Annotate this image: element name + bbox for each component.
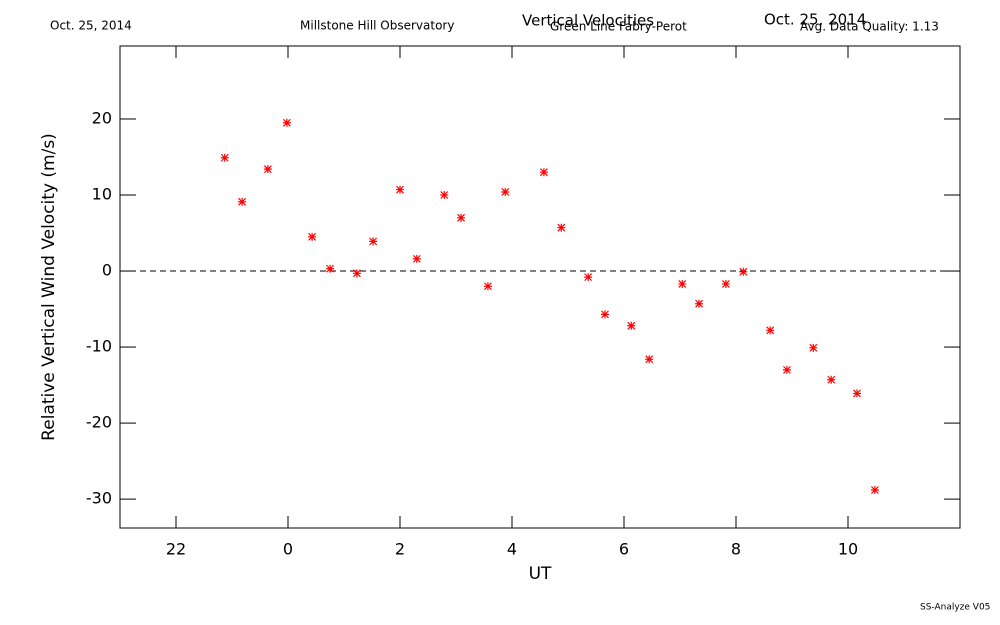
- y-axis-label: Relative Vertical Wind Velocity (m/s): [39, 133, 59, 441]
- point: [263, 165, 272, 174]
- point: [483, 282, 492, 291]
- y-tick-label: -20: [86, 413, 112, 432]
- point: [584, 273, 593, 282]
- point: [645, 355, 654, 364]
- point: [627, 321, 636, 330]
- observatory: Millstone Hill Observatory: [300, 19, 454, 33]
- y-tick-label: -30: [86, 489, 112, 508]
- point: [557, 223, 566, 232]
- data-quality: Avg. Data Quality: 1.13: [800, 20, 939, 34]
- chart-title: Vertical Velocities: [522, 12, 654, 30]
- point: [739, 267, 748, 276]
- x-tick-label: 2: [395, 540, 405, 559]
- x-tick-label: 22: [166, 540, 186, 559]
- header-date: Oct. 25, 2014: [764, 11, 866, 29]
- x-tick-label: 8: [731, 540, 741, 559]
- point: [852, 389, 861, 398]
- header-date-left: Oct. 25, 2014: [50, 19, 132, 33]
- point: [600, 310, 609, 319]
- point: [457, 213, 466, 222]
- point: [870, 485, 879, 494]
- x-tick-label: 6: [619, 540, 629, 559]
- point: [369, 237, 378, 246]
- point: [827, 375, 836, 384]
- plot-frame: [119, 45, 961, 529]
- x-tick-label: 0: [283, 540, 293, 559]
- point: [782, 365, 791, 374]
- chart-subtitle: Green Line Fabry-Perot: [550, 20, 687, 34]
- point: [352, 269, 361, 278]
- y-tick-label: 0: [102, 261, 112, 280]
- point: [539, 168, 548, 177]
- point: [501, 187, 510, 196]
- point: [238, 197, 247, 206]
- y-tick-label: 20: [92, 108, 112, 127]
- point: [809, 343, 818, 352]
- point: [396, 185, 404, 194]
- y-tick-label: -10: [86, 337, 112, 356]
- x-tick-label: 10: [838, 540, 858, 559]
- point: [412, 254, 421, 263]
- point: [695, 299, 704, 308]
- point: [721, 279, 730, 288]
- point: [766, 326, 775, 335]
- point: [220, 153, 229, 162]
- x-tick-label: 4: [507, 540, 517, 559]
- point: [282, 118, 291, 127]
- point: [326, 264, 334, 273]
- y-tick-label: 10: [92, 185, 112, 204]
- point: [440, 191, 449, 200]
- point: [308, 232, 317, 241]
- x-axis-label: UT: [529, 564, 552, 584]
- point: [678, 279, 687, 288]
- footer: SS-Analyze V05: [920, 603, 990, 613]
